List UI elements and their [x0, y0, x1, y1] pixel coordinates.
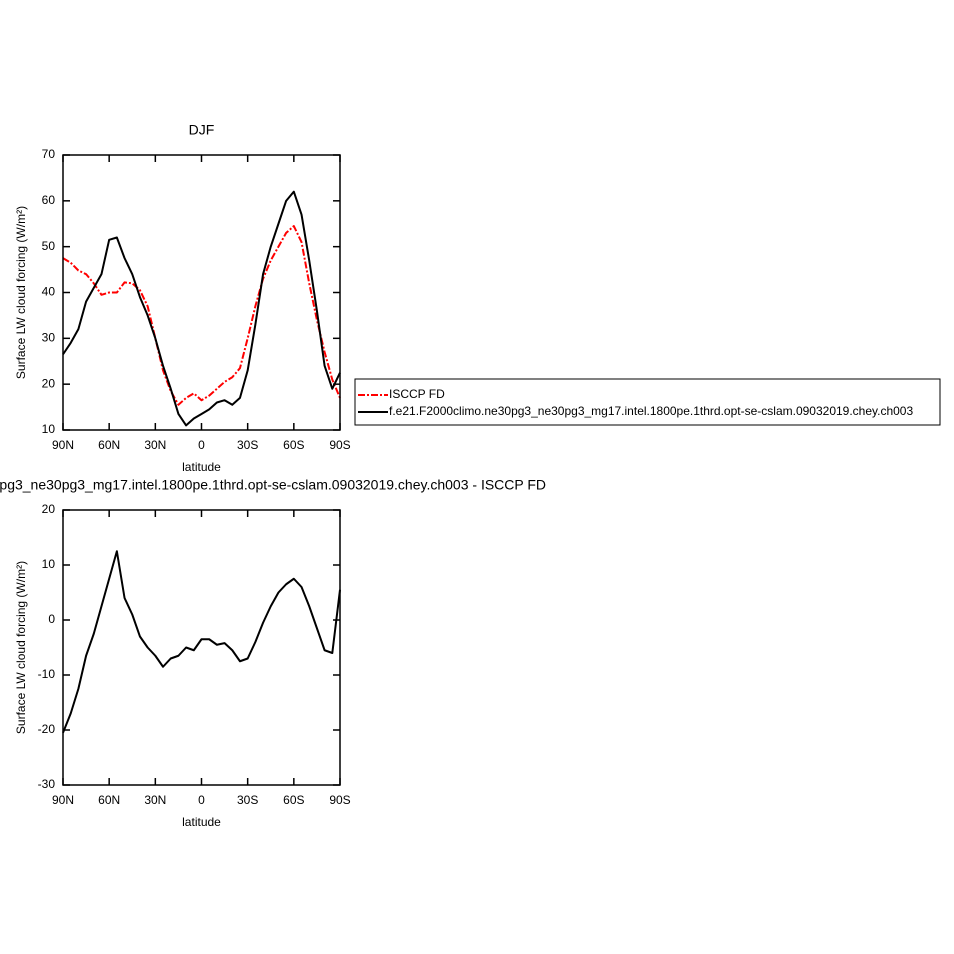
y-tick-label: 70 — [42, 147, 56, 161]
x-tick-label: 60N — [98, 438, 120, 452]
data-line — [62, 550, 341, 734]
y-tick-label: -20 — [38, 722, 56, 736]
y-tick-label: 0 — [48, 612, 55, 626]
y-tick-label: 10 — [42, 422, 56, 436]
x-tick-label: 30N — [144, 793, 166, 807]
x-tick-label: 90S — [329, 793, 350, 807]
y-tick-label: 20 — [42, 376, 56, 390]
legend-box — [354, 378, 941, 426]
x-tick-label: 90N — [52, 438, 74, 452]
x-tick-label: 90S — [329, 438, 350, 452]
legend-label: ISCCP FD — [389, 387, 445, 401]
x-tick-label: 0 — [198, 793, 205, 807]
x-tick-label: 60S — [283, 438, 304, 452]
series-line — [62, 190, 341, 427]
x-tick-label: 30N — [144, 438, 166, 452]
y-axis-label: Surface LW cloud forcing (W/m²) — [14, 206, 28, 379]
y-tick-label: 60 — [42, 193, 56, 207]
x-tick-label: 30S — [237, 438, 258, 452]
y-tick-label: -30 — [38, 777, 56, 791]
y-tick-label: 30 — [42, 331, 56, 345]
x-tick-label: 60S — [283, 793, 304, 807]
chart-title: f.e21.F2000climo.ne30pg3_ne30pg3_mg17.in… — [0, 477, 546, 493]
chart-title: DJF — [189, 122, 215, 138]
x-tick-label: 90N — [52, 793, 74, 807]
plot-frame — [62, 509, 341, 786]
x-tick-label: 0 — [198, 438, 205, 452]
x-tick-label: 60N — [98, 793, 120, 807]
x-axis-label: latitude — [182, 460, 221, 474]
series-line — [62, 225, 341, 406]
y-axis-label: Surface LW cloud forcing (W/m²) — [14, 561, 28, 734]
y-tick-label: 20 — [42, 502, 56, 516]
y-tick-label: 40 — [42, 285, 56, 299]
x-tick-label: 30S — [237, 793, 258, 807]
y-tick-label: 50 — [42, 239, 56, 253]
plot-frame — [62, 154, 341, 431]
x-axis-label: latitude — [182, 815, 221, 829]
legend-label: f.e21.F2000climo.ne30pg3_ne30pg3_mg17.in… — [389, 404, 913, 418]
y-tick-label: -10 — [38, 667, 56, 681]
y-tick-label: 10 — [42, 557, 56, 571]
